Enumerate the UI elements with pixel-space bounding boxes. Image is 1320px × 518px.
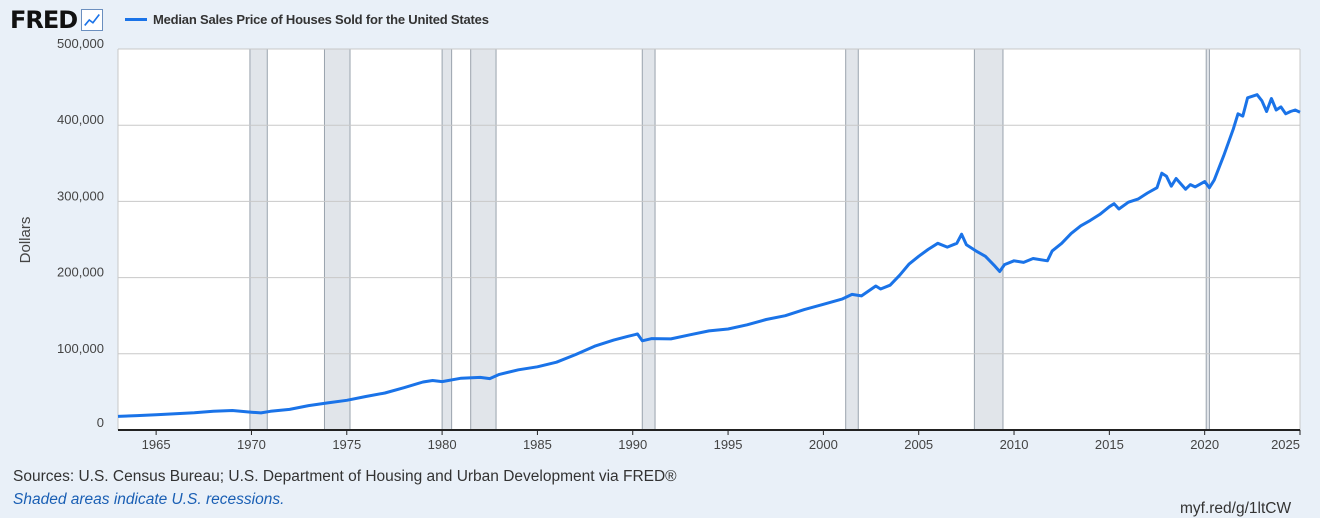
- series-line: [117, 93, 1301, 418]
- recession-band: [845, 48, 859, 431]
- legend-label: Median Sales Price of Houses Sold for th…: [153, 12, 489, 27]
- x-tick-label: 1990: [618, 437, 647, 452]
- x-tick-label: 2025: [1271, 437, 1300, 452]
- recession-band: [641, 48, 656, 431]
- x-tick-label: 1980: [428, 437, 457, 452]
- legend-swatch: [125, 18, 147, 21]
- short-url[interactable]: myf.red/g/1ltCW: [1180, 500, 1292, 517]
- fred-logo-text: FRED: [10, 6, 78, 34]
- recession-band: [470, 48, 497, 431]
- y-tick-label: 100,000: [57, 341, 104, 356]
- x-tick-label: 1965: [142, 437, 171, 452]
- x-tick-label: 1995: [714, 437, 743, 452]
- sources-text: Sources: U.S. Census Bureau; U.S. Depart…: [13, 468, 677, 485]
- x-tick-label: 2000: [809, 437, 838, 452]
- recession-note: Shaded areas indicate U.S. recessions.: [13, 491, 285, 508]
- fred-logo[interactable]: FRED: [10, 6, 104, 34]
- legend: Median Sales Price of Houses Sold for th…: [125, 12, 489, 27]
- y-tick-label: 500,000: [57, 36, 104, 51]
- recession-band: [1205, 48, 1210, 431]
- recession-band: [973, 48, 1004, 431]
- y-tick-label: 300,000: [57, 188, 104, 203]
- recession-band: [249, 48, 268, 431]
- recession-band: [323, 48, 351, 431]
- line-chart: 0 100,000 200,000 300,000 400,000 500,000 1965…: [17, 36, 1301, 452]
- x-tick-label: 2010: [1000, 437, 1029, 452]
- plot-area: [118, 49, 1300, 430]
- recession-band: [441, 48, 453, 431]
- y-axis-label: Dollars: [17, 217, 34, 264]
- x-tick-label: 1975: [332, 437, 361, 452]
- x-tick-label: 2005: [904, 437, 933, 452]
- y-tick-label: 0: [97, 415, 104, 430]
- y-tick-label: 400,000: [57, 112, 104, 127]
- x-tick-label: 1985: [523, 437, 552, 452]
- x-tick-label: 2015: [1095, 437, 1124, 452]
- x-tick-label: 1970: [237, 437, 266, 452]
- x-tick-label: 2020: [1190, 437, 1219, 452]
- y-tick-label: 200,000: [57, 265, 104, 280]
- chart-line-icon: [81, 9, 104, 31]
